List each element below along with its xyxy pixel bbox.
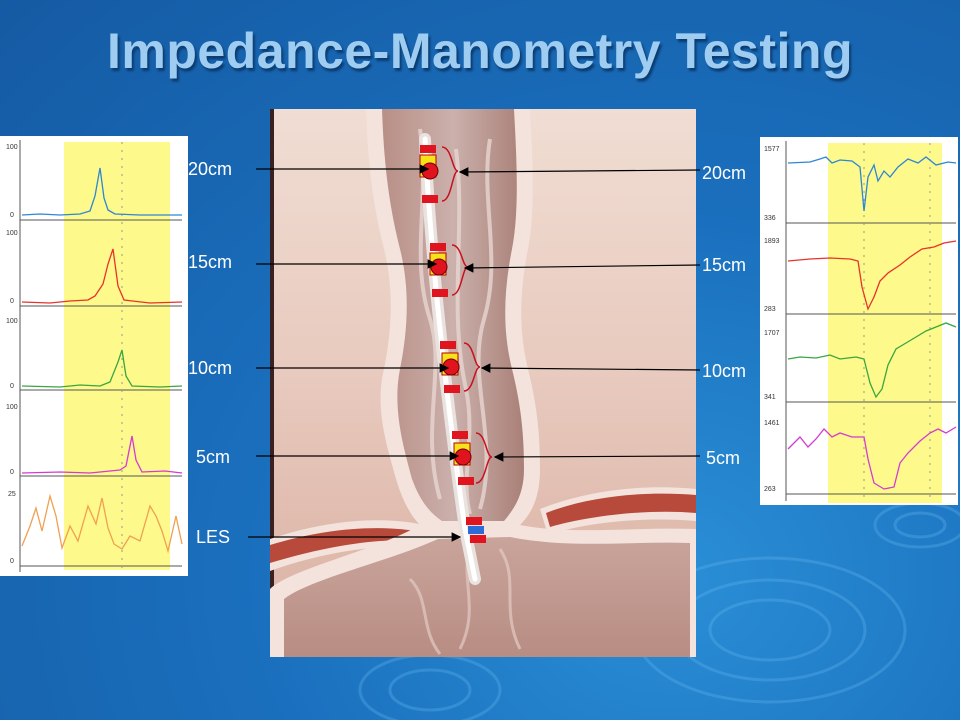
left-axis-label: 0 [10, 469, 14, 476]
left-axis-label: 0 [10, 383, 14, 390]
right-axis-label: 263 [764, 486, 776, 493]
left-highlight-band [64, 142, 170, 570]
right-label-10cm: 10cm [702, 361, 747, 381]
left-axis-label: 100 [6, 318, 18, 325]
left-axis-label: 0 [10, 298, 14, 305]
right-tracings: 1577 336 1893 283 1707 341 1461 263 [764, 141, 957, 503]
right-highlight-band [828, 143, 942, 503]
left-trace-15cm [21, 248, 183, 304]
left-trace-10cm [21, 349, 183, 388]
left-axis-label: 100 [6, 230, 18, 237]
left-tracings: 100 0 100 0 100 0 100 0 25 0 [6, 140, 183, 572]
left-axis-label: 0 [10, 212, 14, 219]
left-label-20cm: 20cm [188, 159, 233, 179]
right-trace-15cm [787, 240, 957, 311]
left-label-15cm: 15cm [188, 252, 233, 272]
right-trace-10cm [787, 322, 957, 399]
right-trace-5cm [787, 426, 957, 490]
left-label-5cm: 5cm [196, 447, 231, 467]
bracket-20cm [441, 146, 459, 202]
right-axis-label: 341 [764, 394, 776, 401]
right-axis-label: 336 [764, 215, 776, 222]
right-axis-label: 1577 [764, 146, 780, 153]
right-axis-label: 283 [764, 306, 776, 313]
sensor-les [466, 517, 486, 543]
bracket-10cm [463, 342, 481, 392]
left-axis-label: 100 [6, 404, 18, 411]
right-axis-label: 1461 [764, 420, 780, 427]
bracket-5cm [475, 432, 493, 484]
right-label-20cm: 20cm [702, 163, 747, 183]
right-label-15cm: 15cm [702, 255, 747, 275]
left-manometry-panel: 100 0 100 0 100 0 100 0 25 0 [0, 136, 188, 576]
left-label-10cm: 10cm [188, 358, 233, 378]
right-axis-label: 1707 [764, 330, 780, 337]
right-trace-20cm [787, 156, 957, 212]
left-trace-les [21, 493, 183, 554]
slide-title: Impedance-Manometry Testing [106, 23, 854, 79]
left-label-les: LES [196, 527, 231, 547]
left-trace-5cm [21, 435, 183, 474]
sensor-15cm [429, 243, 448, 297]
esophagus-illustration [270, 109, 696, 657]
right-label-5cm: 5cm [706, 448, 741, 468]
right-axis-label: 1893 [764, 238, 780, 245]
left-axis-label: 25 [8, 491, 16, 498]
left-trace-20cm [21, 167, 182, 216]
left-axis-label: 100 [6, 144, 18, 151]
left-axis-label: 0 [10, 558, 14, 565]
catheter [419, 133, 481, 585]
right-impedance-panel: 1577 336 1893 283 1707 341 1461 263 [760, 137, 958, 505]
